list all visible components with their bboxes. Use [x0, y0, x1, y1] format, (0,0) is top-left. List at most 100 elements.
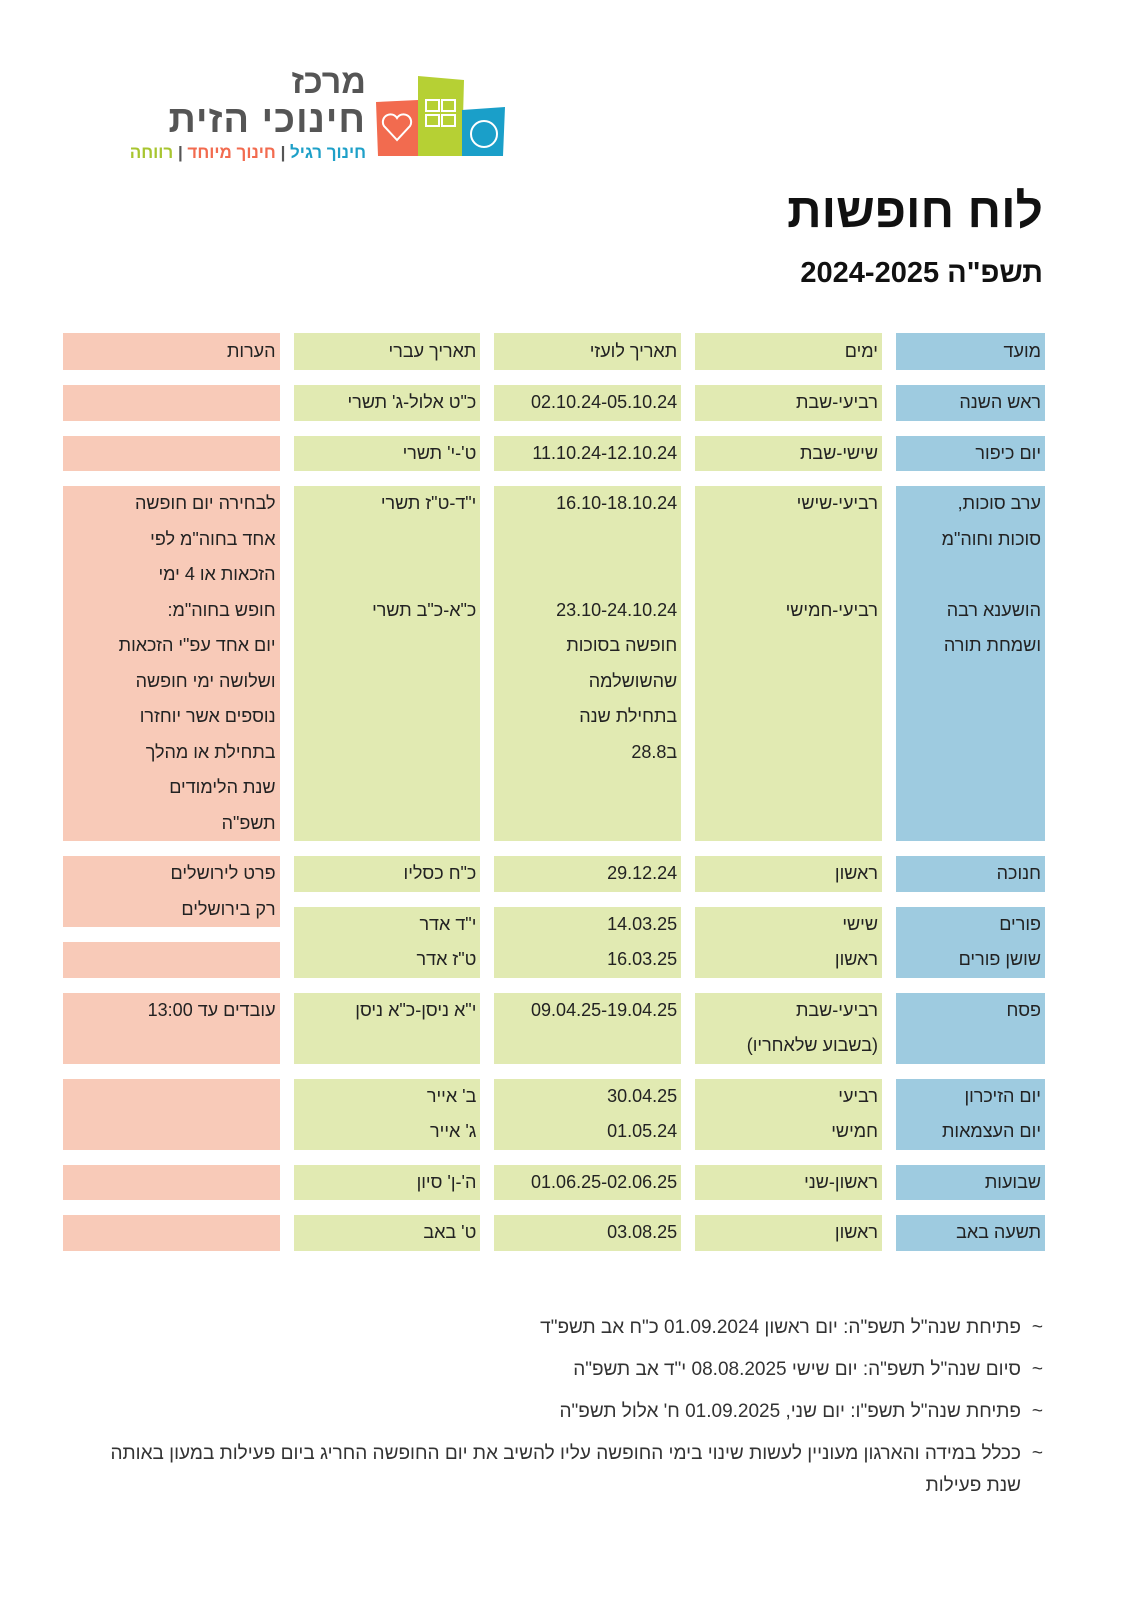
- cell-line: 16.03.25: [607, 949, 678, 969]
- table-cell-gregorian: 01.06.25-02.06.25: [494, 1164, 682, 1200]
- cell-line: [498, 1028, 677, 1064]
- cell-line: [67, 1114, 276, 1150]
- cell-line: [67, 1028, 276, 1064]
- cell-line: כ"א-כ"ב תשרי: [372, 599, 477, 620]
- column-header-event: מועד: [895, 333, 1045, 370]
- cell-line: ושלושה ימי חופשה: [135, 670, 276, 691]
- cell-line: יום כיפור: [975, 442, 1041, 463]
- cell-line: 23.10-24.10.24: [556, 599, 678, 620]
- table-cell-notes: [62, 385, 280, 421]
- cell-line: חמישי: [831, 1121, 878, 1141]
- table-cell-gregorian: 30.04.25 01.05.24: [494, 1078, 682, 1150]
- table-cell-notes: לבחירה יום חופשה אחד בחוה"מ לפי הזכאות או …: [62, 486, 280, 841]
- cell-line: שושן פורים: [958, 949, 1041, 969]
- cell-line: 30.04.25: [607, 1085, 678, 1106]
- buildings-logo-icon: [376, 76, 505, 156]
- table-cell-gregorian: 03.08.25: [494, 1215, 682, 1251]
- cell-line: 02.10.24-05.10.24: [531, 392, 678, 412]
- table-cell-days: רביעי-שבת (בשבוע שלאחריו): [695, 992, 882, 1064]
- cell-line: ראשון: [834, 863, 878, 883]
- cell-line: פורים: [999, 913, 1041, 934]
- cell-line: רביעי: [838, 1085, 878, 1106]
- table-cell-hebrew: ט'-י' תשרי: [293, 435, 481, 471]
- logo-tagline: חינוך רגיל | חינוך מיוחד | רווחה: [130, 142, 366, 164]
- table-cell-gregorian: 09.04.25-19.04.25: [494, 992, 682, 1064]
- cell-line: 03.08.25: [607, 1222, 678, 1242]
- cell-line: [67, 942, 276, 978]
- cell-line: [67, 385, 276, 421]
- table-cell-hebrew: י"ד אדר ט"ז אדר: [293, 906, 481, 978]
- table-cell-days: שישי ראשון: [695, 906, 882, 978]
- cell-line: 01.05.24: [607, 1121, 678, 1141]
- table-cell-hebrew: ב' אייר ג' אייר: [293, 1078, 481, 1150]
- table-cell-notes: [62, 435, 280, 472]
- cell-line: יום העצמאות: [941, 1121, 1041, 1141]
- cell-line: [298, 735, 477, 771]
- cell-line: ראשון: [834, 1222, 878, 1242]
- cell-line: רביעי-שישי: [796, 493, 878, 513]
- cell-line: [498, 806, 677, 842]
- cell-line: [298, 557, 477, 593]
- cell-line: [900, 699, 1041, 735]
- cell-line: רביעי-שבת: [795, 392, 878, 412]
- cell-line: רק בירושלים: [181, 898, 276, 919]
- cell-line: (בשבוע שלאחריו): [746, 1035, 878, 1055]
- table-cell-hebrew: כ"ח כסליו: [293, 856, 481, 892]
- note-item: ~ פתיחת שנה"ל תשפ"ו: יום שני, 01.09.2025 …: [103, 1396, 1043, 1428]
- cell-line: ט' באב: [423, 1222, 477, 1242]
- holiday-table: מועד ראש השנה יום כיפור ערב סוכות, סוכות וחו…: [62, 333, 1045, 1251]
- tilde-bullet-icon: ~: [1031, 1401, 1043, 1422]
- cell-line: [67, 1165, 276, 1201]
- cell-line: [298, 522, 477, 558]
- cell-line: [699, 806, 878, 842]
- column-header-days: ימים: [695, 333, 882, 370]
- cell-line: עובדים עד 13:00: [147, 999, 276, 1020]
- cell-line: [900, 1028, 1041, 1064]
- tilde-bullet-icon: ~: [1031, 1317, 1043, 1338]
- cell-line: [699, 770, 878, 806]
- column-hebrew: תאריך עברי כ"ט אלול-ג' תשרי ט'-י' תשרי י"ד-…: [293, 333, 481, 1251]
- cell-line: [699, 628, 878, 664]
- cell-line: [699, 557, 878, 593]
- tagline-sep: |: [275, 143, 291, 162]
- tagline-regular: חינוך רגיל: [290, 143, 366, 162]
- cell-line: שבועות: [984, 1171, 1041, 1192]
- cell-line: [900, 664, 1041, 700]
- cell-line: [699, 699, 878, 735]
- cell-line: 09.04.25-19.04.25: [531, 999, 678, 1020]
- table-cell-notes: עובדים עד 13:00: [62, 992, 280, 1064]
- table-cell-days: ראשון-שני: [695, 1164, 882, 1200]
- cell-line: כ"ח כסליו: [403, 863, 477, 883]
- table-cell-event: פסח: [895, 992, 1045, 1064]
- logo-line1: מרכז: [291, 63, 367, 101]
- cell-line: שישי: [842, 913, 878, 934]
- cell-line: [67, 436, 276, 472]
- cell-line: שישי-שבת: [800, 442, 878, 463]
- note-item: ~ פתיחת שנה"ל תשפ"ה: יום ראשון 01.09.2024…: [103, 1312, 1043, 1344]
- table-cell-event: ראש השנה: [895, 385, 1045, 421]
- note-item: ~ ככלל במידה והארגון מעוניין לעשות שינוי …: [103, 1438, 1043, 1502]
- column-header-notes: הערות: [62, 333, 280, 370]
- cell-line: 01.06.25-02.06.25: [531, 1171, 678, 1192]
- notes-list: ~ פתיחת שנה"ל תשפ"ה: יום ראשון 01.09.2024…: [103, 1312, 1043, 1512]
- table-cell-days: רביעי חמישי: [695, 1078, 882, 1150]
- table-cell-days: ראשון: [695, 1215, 882, 1251]
- logo: מרכז חינוכי הזית חינוך רגיל | חינוך מיוח…: [66, 62, 506, 172]
- cell-line: ט'-י' תשרי: [402, 442, 477, 463]
- cell-line: [699, 664, 878, 700]
- note-item: ~ סיום שנה"ל תשפ"ה: יום שישי 08.08.2025 י…: [103, 1354, 1043, 1386]
- table-cell-notes: [62, 1078, 280, 1150]
- page-subtitle: תשפ"ה 2024-2025: [800, 257, 1043, 289]
- tagline-welfare: רווחה: [129, 143, 174, 162]
- cell-line: פסח: [1006, 999, 1041, 1020]
- cell-line: ראשון-שני: [804, 1171, 878, 1192]
- cell-line: ושמחת תורה: [943, 635, 1041, 655]
- cell-line: [298, 1028, 477, 1064]
- table-cell-event: שבועות: [895, 1164, 1045, 1200]
- table-cell-gregorian: 11.10.24-12.10.24: [494, 435, 682, 471]
- table-cell-days: רביעי-שבת: [695, 385, 882, 421]
- column-gregorian: תאריך לועזי 02.10.24-05.10.24 11.10.24-12.…: [494, 333, 682, 1251]
- cell-line: רביעי-חמישי: [785, 599, 878, 620]
- table-cell-event: פורים שושן פורים: [895, 906, 1045, 978]
- cell-line: [298, 699, 477, 735]
